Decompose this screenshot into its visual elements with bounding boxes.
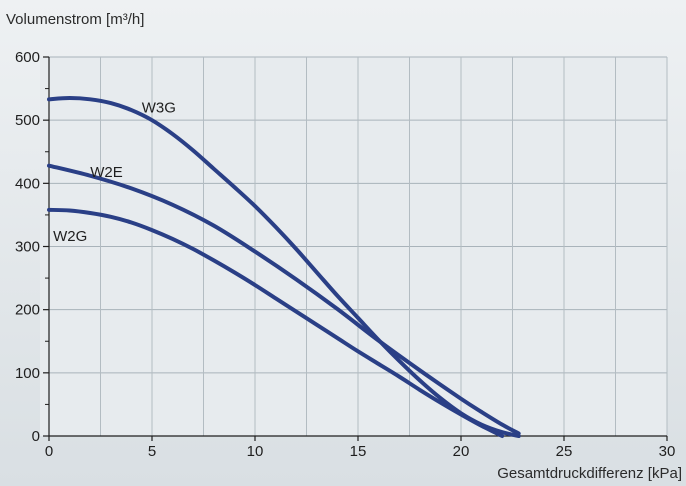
x-tick-label: 10 (247, 443, 264, 460)
series-line-w2e (47, 163, 521, 436)
y-tick-label: 100 (15, 365, 40, 382)
x-tick-label: 15 (350, 443, 367, 460)
series-label-w2e: W2E (90, 164, 123, 181)
x-axis-title: Gesamtdruckdifferenz [kPa] (497, 465, 682, 482)
x-tick-label: 0 (45, 443, 53, 460)
y-tick-label: 0 (32, 428, 40, 445)
y-tick-label: 200 (15, 302, 40, 319)
y-tick-label: 400 (15, 175, 40, 192)
series-group (47, 96, 521, 438)
series-line-w3g (47, 96, 521, 438)
series-label-w3g: W3G (142, 100, 176, 117)
x-tick-label: 20 (453, 443, 470, 460)
x-tick-label: 25 (556, 443, 573, 460)
series-line-w2g (47, 207, 505, 438)
x-tick-label: 30 (659, 443, 676, 460)
y-axis-title: Volumenstrom [m³/h] (6, 11, 144, 28)
ticks: 0 100 200 300 400 500 600 0 5 10 15 20 25 30 (15, 49, 675, 460)
series-label-w2g: W2G (53, 228, 87, 245)
y-tick-label: 600 (15, 49, 40, 66)
series-labels: W3G W2E W2G (53, 100, 176, 245)
y-tick-label: 300 (15, 239, 40, 256)
x-tick-label: 5 (148, 443, 156, 460)
y-tick-label: 500 (15, 112, 40, 129)
